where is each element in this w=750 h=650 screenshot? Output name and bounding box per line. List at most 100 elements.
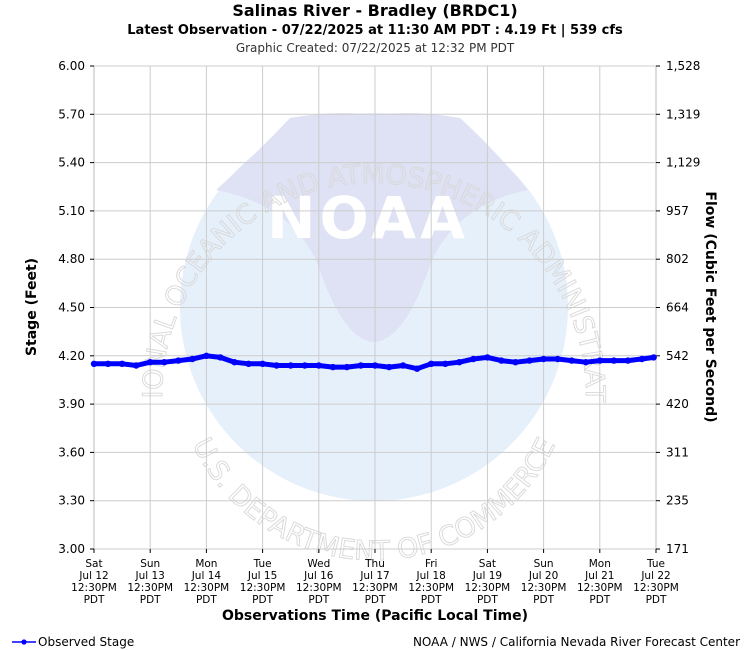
x-tick-label: 12:30PM bbox=[184, 582, 230, 594]
x-tick-label: PDT bbox=[646, 594, 667, 606]
data-point bbox=[582, 359, 589, 366]
x-tick-label: PDT bbox=[589, 594, 610, 606]
data-point bbox=[259, 360, 266, 367]
x-tick-label: Sat bbox=[479, 558, 496, 570]
data-point bbox=[413, 365, 421, 372]
legend-marker-swatch bbox=[21, 639, 27, 645]
data-point bbox=[526, 357, 533, 364]
y-tick-label: 3.30 bbox=[58, 494, 85, 508]
x-tick-label: Wed bbox=[307, 558, 330, 570]
x-tick-label: PDT bbox=[365, 594, 386, 606]
watermark-logo-text: NOAA bbox=[267, 184, 469, 252]
x-tick-label: Jul 15 bbox=[247, 570, 277, 582]
x-tick-label: 12:30PM bbox=[521, 582, 567, 594]
data-point bbox=[315, 362, 322, 369]
legend: Observed Stage bbox=[12, 635, 134, 649]
y2-tick-label: 802 bbox=[666, 252, 689, 266]
x-tick-label: PDT bbox=[308, 594, 329, 606]
x-tick-label: Jul 21 bbox=[584, 570, 614, 582]
y-tick-label: 4.20 bbox=[58, 349, 85, 363]
y-tick-label: 3.90 bbox=[58, 397, 85, 411]
chart-subtitle: Latest Observation - 07/22/2025 at 11:30… bbox=[127, 23, 623, 38]
data-point bbox=[554, 355, 561, 363]
x-tick-label: Mon bbox=[195, 558, 217, 570]
data-point bbox=[104, 360, 112, 367]
data-point bbox=[428, 360, 435, 367]
data-point bbox=[610, 357, 618, 364]
data-point bbox=[638, 355, 646, 363]
x-tick-label: Jul 14 bbox=[191, 570, 222, 582]
data-point bbox=[203, 352, 210, 359]
x-tick-label: Jul 22 bbox=[640, 570, 670, 582]
y2-tick-label: 542 bbox=[666, 349, 689, 363]
x-tick-label: Jul 19 bbox=[472, 570, 502, 582]
x-tick-label: Sun bbox=[534, 558, 554, 570]
x-tick-label: PDT bbox=[252, 594, 273, 606]
x-tick-label: Jul 12 bbox=[78, 570, 108, 582]
x-tick-label: 12:30PM bbox=[71, 582, 117, 594]
data-point bbox=[484, 354, 491, 361]
x-tick-label: Tue bbox=[253, 558, 272, 570]
data-point bbox=[301, 362, 308, 369]
data-point bbox=[217, 354, 224, 361]
y2-axis-ticks: 1,528 1,319 1,129 957 802 664 542 420 311 235 171 bbox=[656, 59, 700, 556]
x-tick-label: 12:30PM bbox=[577, 582, 623, 594]
x-tick-label: 12:30PM bbox=[408, 582, 454, 594]
data-point bbox=[90, 360, 98, 367]
data-point bbox=[470, 355, 477, 363]
data-point bbox=[442, 360, 449, 367]
x-tick-label: Mon bbox=[589, 558, 611, 570]
y-tick-label: 5.40 bbox=[58, 156, 85, 170]
data-point bbox=[343, 363, 351, 371]
y-tick-label: 5.70 bbox=[58, 107, 85, 121]
data-point bbox=[175, 357, 182, 364]
y-tick-label: 5.10 bbox=[58, 204, 85, 218]
legend-label: Observed Stage bbox=[38, 635, 134, 649]
x-tick-label: PDT bbox=[84, 594, 105, 606]
data-point bbox=[399, 362, 407, 369]
x-tick-label: Fri bbox=[425, 558, 438, 570]
x-tick-label: Sun bbox=[140, 558, 160, 570]
data-point bbox=[161, 359, 168, 366]
data-point bbox=[568, 357, 575, 364]
data-point bbox=[512, 359, 519, 366]
y2-tick-label: 1,528 bbox=[666, 59, 700, 73]
credit-text: NOAA / NWS / California Nevada River For… bbox=[413, 635, 740, 649]
data-point bbox=[245, 360, 252, 367]
x-axis-title: Observations Time (Pacific Local Time) bbox=[222, 608, 528, 624]
watermark-bird-shape bbox=[216, 113, 528, 342]
x-tick-label: Jul 18 bbox=[416, 570, 446, 582]
y-tick-label: 3.00 bbox=[58, 542, 85, 556]
x-tick-label: 12:30PM bbox=[465, 582, 511, 594]
series-observed-stage bbox=[90, 352, 657, 372]
data-point bbox=[118, 360, 126, 367]
data-point bbox=[329, 363, 337, 371]
y2-tick-label: 957 bbox=[666, 204, 689, 218]
x-tick-label: Jul 16 bbox=[303, 570, 334, 582]
x-tick-label: PDT bbox=[477, 594, 498, 606]
x-tick-label: 12:30PM bbox=[296, 582, 342, 594]
y-tick-label: 3.60 bbox=[58, 445, 85, 459]
chart-title: Salinas River - Bradley (BRDC1) bbox=[232, 1, 517, 20]
data-point bbox=[596, 357, 603, 364]
data-point bbox=[456, 359, 463, 366]
data-point bbox=[287, 362, 294, 369]
y-axis-title: Stage (Feet) bbox=[24, 258, 40, 356]
data-point bbox=[231, 359, 238, 366]
y-axis-ticks: 6.00 5.70 5.40 5.10 4.80 4.50 4.20 3.90 3.60 3.30… bbox=[58, 59, 94, 556]
x-tick-label: PDT bbox=[140, 594, 161, 606]
x-tick-label: Jul 13 bbox=[135, 570, 165, 582]
x-tick-label: Thu bbox=[364, 558, 385, 570]
data-point bbox=[357, 362, 365, 369]
data-point bbox=[273, 362, 280, 369]
graphic-created-text: Graphic Created: 07/22/2025 at 12:32 PM … bbox=[236, 41, 515, 55]
x-tick-label: 12:30PM bbox=[127, 582, 173, 594]
x-tick-label: Jul 17 bbox=[359, 570, 389, 582]
data-point bbox=[147, 359, 154, 366]
data-point bbox=[189, 355, 196, 363]
data-point bbox=[540, 355, 547, 363]
data-point bbox=[624, 357, 632, 364]
y2-tick-label: 664 bbox=[666, 301, 689, 315]
y2-tick-label: 1,319 bbox=[666, 107, 700, 121]
